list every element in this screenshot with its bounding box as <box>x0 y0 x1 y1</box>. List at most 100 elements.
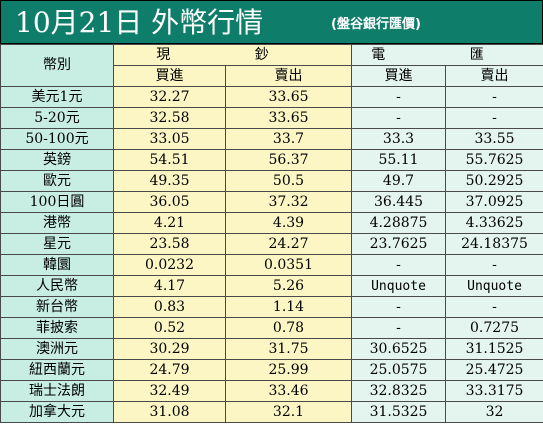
cash-buy-value: 32.27 <box>113 86 226 108</box>
wire-sell-value: 32 <box>445 401 543 423</box>
wire-sell-value: 4.33625 <box>445 212 543 234</box>
currency-name: 新台幣 <box>0 296 114 318</box>
wire-sell-value: 24.18375 <box>445 233 543 255</box>
cash-sell-header: 賣出 <box>224 65 353 87</box>
wire-sell-value: - <box>445 254 543 276</box>
currency-name: 港幣 <box>0 212 114 234</box>
wire-buy-value: 30.6525 <box>351 338 447 360</box>
wire-buy-value: 33.3 <box>351 128 447 150</box>
cash-buy-value: 31.08 <box>113 401 226 423</box>
cash-sell-value: 24.27 <box>224 233 353 255</box>
cash-buy-value: 36.05 <box>113 191 226 213</box>
wire-buy-value: - <box>351 86 447 108</box>
currency-name: 100日圓 <box>0 191 114 213</box>
cash-buy-value: 33.05 <box>113 128 226 150</box>
cash-buy-value: 32.58 <box>113 107 226 129</box>
cash-buy-value: 23.58 <box>113 233 226 255</box>
table-row: 瑞士法朗 32.49 33.46 32.8325 33.3175 <box>0 380 543 402</box>
cash-buy-value: 0.83 <box>113 296 226 318</box>
cash-sell-value: 33.7 <box>224 128 353 150</box>
cash-header: 現 鈔 <box>112 44 353 66</box>
cash-sell-value: 1.14 <box>224 296 353 318</box>
currency-name: 5-20元 <box>0 107 114 129</box>
wire-sell-value: 31.1525 <box>445 338 543 360</box>
cash-sell-value: 56.37 <box>224 149 353 171</box>
currency-name: 星元 <box>0 233 114 255</box>
wire-buy-value: 4.28875 <box>351 212 447 234</box>
wire-sell-value: 0.7275 <box>445 317 543 339</box>
wire-header: 電 匯 <box>351 44 543 66</box>
cash-buy-value: 0.0232 <box>113 254 226 276</box>
cash-buy-value: 30.29 <box>113 338 226 360</box>
currency-name: 澳洲元 <box>0 338 114 360</box>
cash-sell-value: 25.99 <box>224 359 353 381</box>
title-bar: 10月21日 外幣行情 (盤谷銀行匯價) <box>0 0 543 44</box>
table-row: 澳洲元 30.29 31.75 30.6525 31.1525 <box>0 338 543 360</box>
currency-header: 幣別 <box>0 44 114 87</box>
table-row: 新台幣 0.83 1.14- - <box>0 296 543 318</box>
wire-sell-value: 55.7625 <box>445 149 543 171</box>
currency-name: 紐西蘭元 <box>0 359 114 381</box>
table-row: 歐元 49.35 50.5 49.7 50.2925 <box>0 170 543 192</box>
table-row: 人民幣 4.17 5.26 Unquote Unquote <box>0 275 543 297</box>
wire-buy-value: 36.445 <box>351 191 447 213</box>
wire-buy-value: 32.8325 <box>351 380 447 402</box>
wire-sell-value: - <box>445 296 543 318</box>
wire-buy-value: 31.5325 <box>351 401 447 423</box>
page-title: 10月21日 外幣行情 <box>15 6 264 39</box>
wire-buy-value: 23.7625 <box>351 233 447 255</box>
cash-buy-value: 49.35 <box>113 170 226 192</box>
cash-sell-value: 32.1 <box>224 401 353 423</box>
currency-name: 韓圜 <box>0 254 114 276</box>
table-row: 100日圓 36.05 37.32 36.445 37.0925 <box>0 191 543 213</box>
table-row: 港幣 4.21 4.39 4.28875 4.33625 <box>0 212 543 234</box>
wire-sell-value: 33.55 <box>445 128 543 150</box>
wire-sell-value: 50.2925 <box>445 170 543 192</box>
wire-buy-header: 買進 <box>351 65 447 87</box>
currency-name: 歐元 <box>0 170 114 192</box>
wire-buy-value: - <box>351 254 447 276</box>
cash-sell-value: 50.5 <box>224 170 353 192</box>
cash-buy-header: 買進 <box>113 65 226 87</box>
table-row: 英鎊 54.51 56.37 55.11 55.7625 <box>0 149 543 171</box>
currency-name: 菲披索 <box>0 317 114 339</box>
table-row: 星元 23.58 24.27 23.7625 24.18375 <box>0 233 543 255</box>
table-row: 菲披索 0.52 0.78-0.7275 <box>0 317 543 339</box>
wire-buy-value: - <box>351 107 447 129</box>
wire-sell-value: - <box>445 86 543 108</box>
currency-name: 美元1元 <box>0 86 114 108</box>
cash-sell-value: 37.32 <box>224 191 353 213</box>
wire-buy-value: 55.11 <box>351 149 447 171</box>
cash-buy-value: 4.21 <box>113 212 226 234</box>
table-row: 加拿大元 31.08 32.1 31.5325 32 <box>0 401 543 423</box>
currency-name: 瑞士法朗 <box>0 380 114 402</box>
cash-sell-value: 0.78 <box>224 317 353 339</box>
wire-sell-value: 25.4725 <box>445 359 543 381</box>
cash-buy-value: 24.79 <box>113 359 226 381</box>
table-row: 紐西蘭元 24.79 25.99 25.0575 25.4725 <box>0 359 543 381</box>
cash-buy-value: 0.52 <box>113 317 226 339</box>
cash-sell-value: 33.46 <box>224 380 353 402</box>
currency-name: 50-100元 <box>0 128 114 150</box>
currency-name: 加拿大元 <box>0 401 114 423</box>
cash-sell-value: 5.26 <box>224 275 353 297</box>
wire-sell-value: 37.0925 <box>445 191 543 213</box>
currency-name: 英鎊 <box>0 149 114 171</box>
cash-sell-value: 33.65 <box>224 107 353 129</box>
table-row: 韓圜 0.0232 0.0351- - <box>0 254 543 276</box>
wire-buy-value: Unquote <box>351 275 447 297</box>
currency-name: 人民幣 <box>0 275 114 297</box>
wire-buy-value: 49.7 <box>351 170 447 192</box>
source-label: (盤谷銀行匯價) <box>331 17 421 32</box>
cash-sell-value: 33.65 <box>224 86 353 108</box>
cash-buy-value: 32.49 <box>113 380 226 402</box>
cash-buy-value: 4.17 <box>113 275 226 297</box>
cash-sell-value: 31.75 <box>224 338 353 360</box>
wire-buy-value: - <box>351 317 447 339</box>
wire-sell-value: Unquote <box>445 275 543 297</box>
wire-buy-value: - <box>351 296 447 318</box>
wire-sell-value: 33.3175 <box>445 380 543 402</box>
wire-sell-header: 賣出 <box>445 65 543 87</box>
cash-sell-value: 0.0351 <box>224 254 353 276</box>
